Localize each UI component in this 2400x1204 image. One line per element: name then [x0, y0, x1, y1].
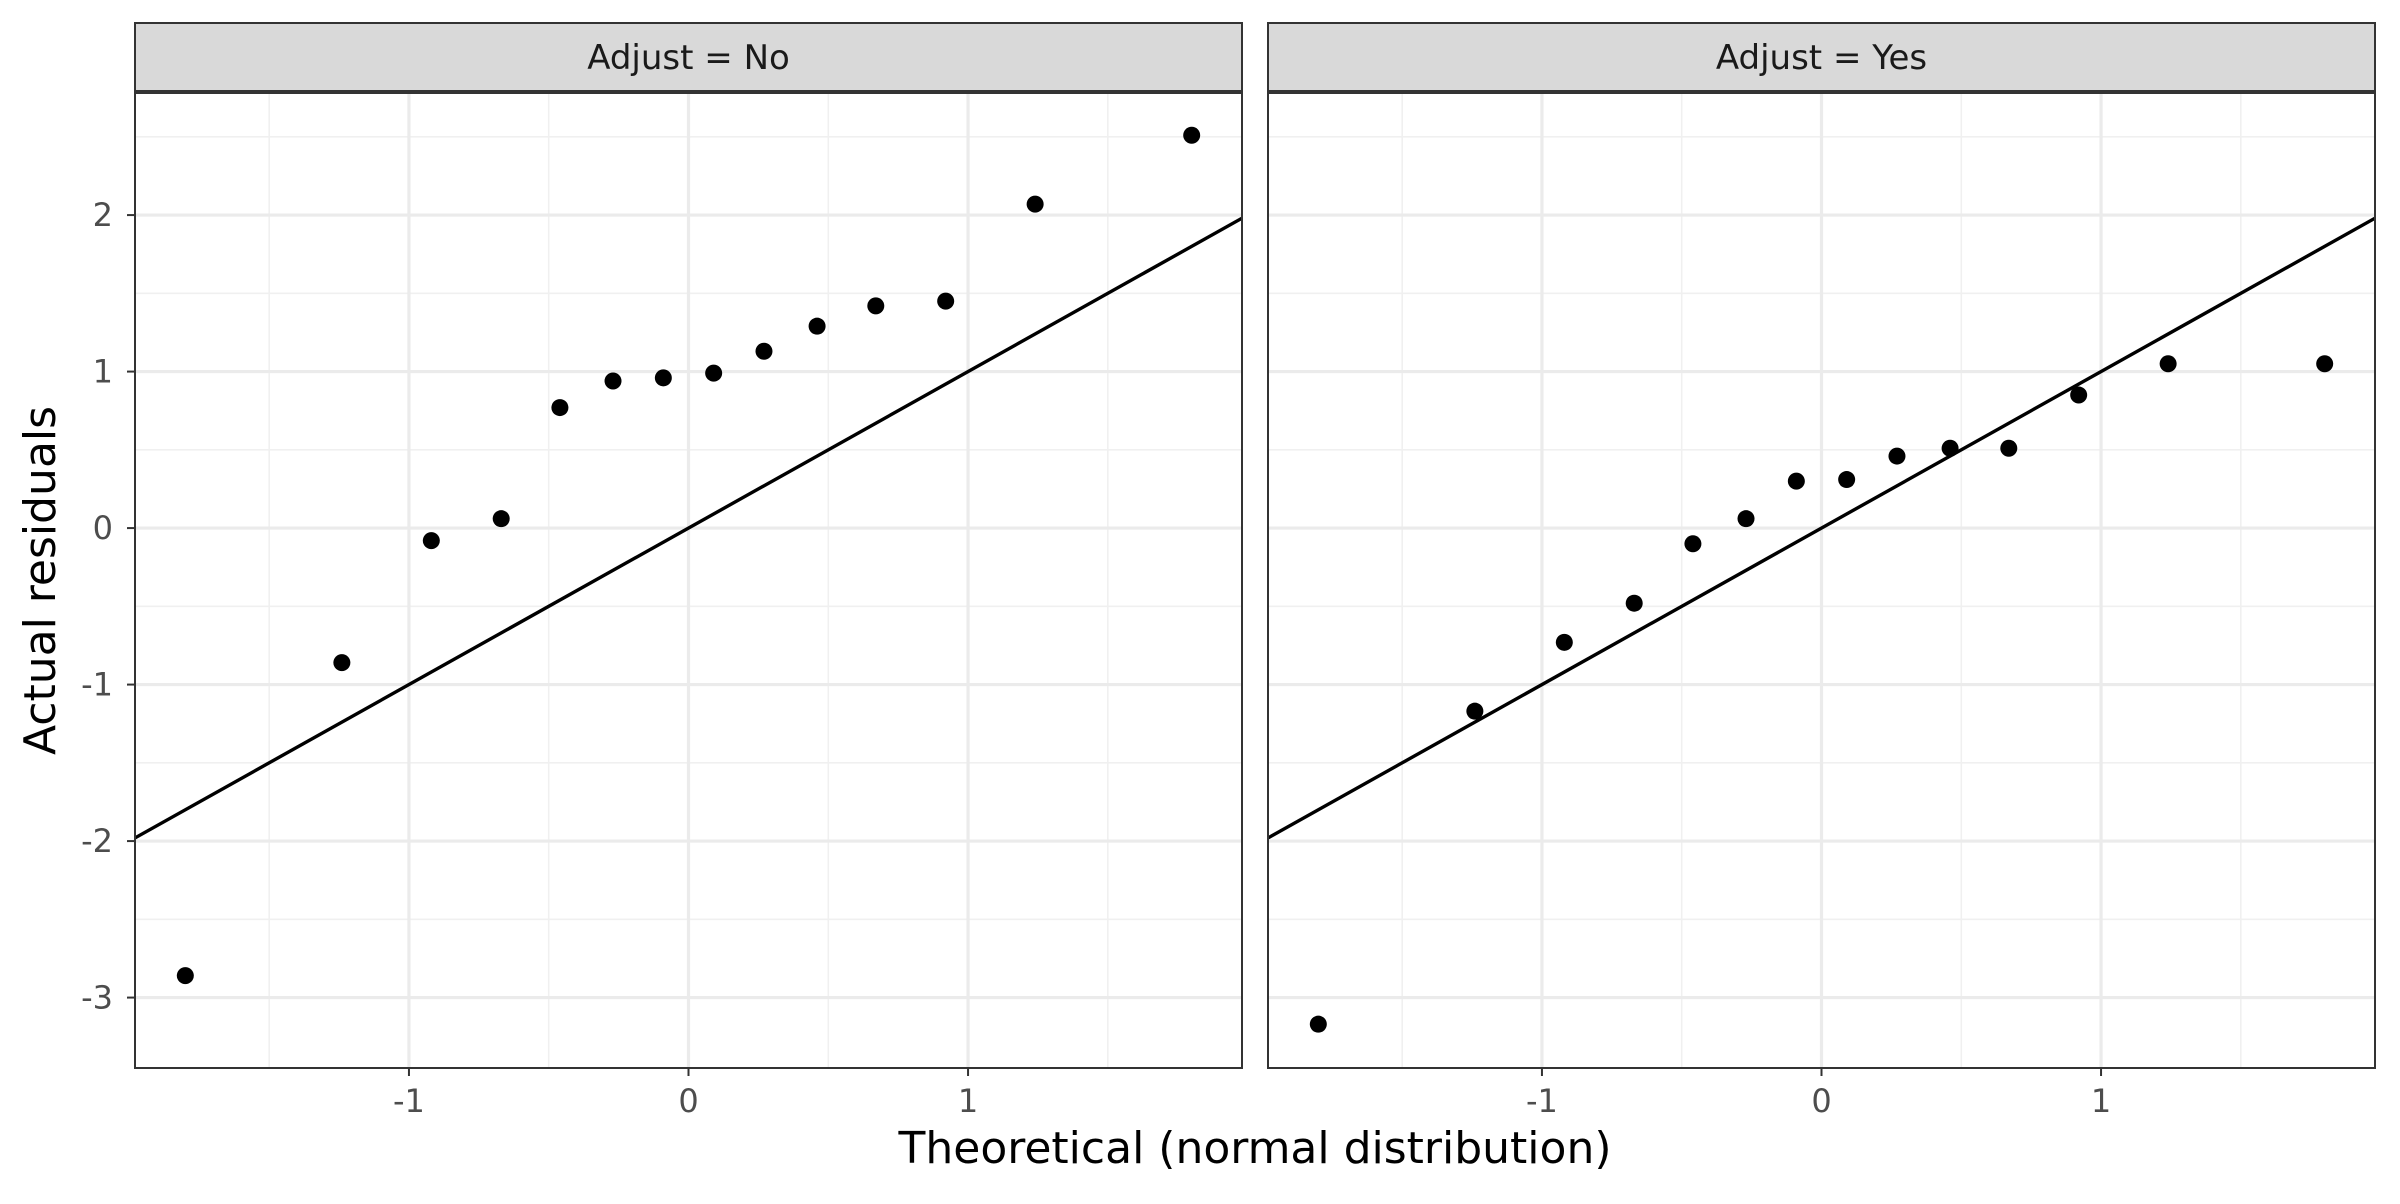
data-point	[2316, 355, 2334, 373]
x-tick-label: 0	[678, 1082, 698, 1120]
data-point	[333, 654, 351, 672]
data-point	[604, 372, 622, 390]
x-tick-label: 1	[958, 1082, 978, 1120]
facet-strip-label: Adjust = Yes	[1716, 38, 1927, 78]
data-point	[1888, 447, 1906, 465]
data-point	[1183, 126, 1201, 144]
data-point	[2159, 355, 2177, 373]
data-point	[551, 399, 569, 417]
data-point	[1466, 702, 1484, 720]
qq-reference-line	[134, 216, 1243, 840]
data-point	[422, 532, 440, 550]
x-tick-label: 0	[1811, 1082, 1831, 1120]
data-point	[1737, 510, 1755, 528]
data-point	[705, 364, 723, 382]
data-point	[1309, 1015, 1327, 1033]
x-tick-label: -1	[393, 1082, 425, 1120]
data-point	[755, 342, 773, 360]
data-point	[808, 317, 826, 335]
data-point	[1625, 594, 1643, 612]
data-point	[1555, 633, 1573, 651]
data-point	[2000, 439, 2018, 457]
y-axis-title: Actual residuals	[15, 406, 66, 755]
y-tick-label: 2	[93, 196, 113, 234]
y-tick-label: -2	[81, 822, 113, 860]
facet-strip-1	[134, 22, 1243, 92]
facet-strip-label: Adjust = No	[587, 38, 790, 78]
data-point	[1787, 472, 1805, 490]
data-point	[1684, 535, 1702, 553]
qq-reference-line	[1267, 216, 2376, 840]
y-tick-label: -1	[81, 666, 113, 704]
y-tick-label: -3	[81, 979, 113, 1017]
data-point	[867, 297, 885, 315]
y-tick-label: 0	[93, 509, 113, 547]
x-axis-title: Theoretical (normal distribution)	[897, 1123, 1611, 1174]
x-tick-label: 1	[2091, 1082, 2111, 1120]
facet-strip-2	[1267, 22, 2376, 92]
data-point	[654, 369, 672, 387]
data-point	[1026, 195, 1044, 213]
data-point	[1838, 471, 1856, 489]
data-point	[492, 510, 510, 528]
x-tick-label: -1	[1526, 1082, 1558, 1120]
data-point	[1941, 439, 1959, 457]
y-tick-label: 1	[93, 353, 113, 391]
data-point	[176, 967, 194, 985]
data-point	[937, 292, 955, 310]
data-point	[2070, 386, 2088, 404]
